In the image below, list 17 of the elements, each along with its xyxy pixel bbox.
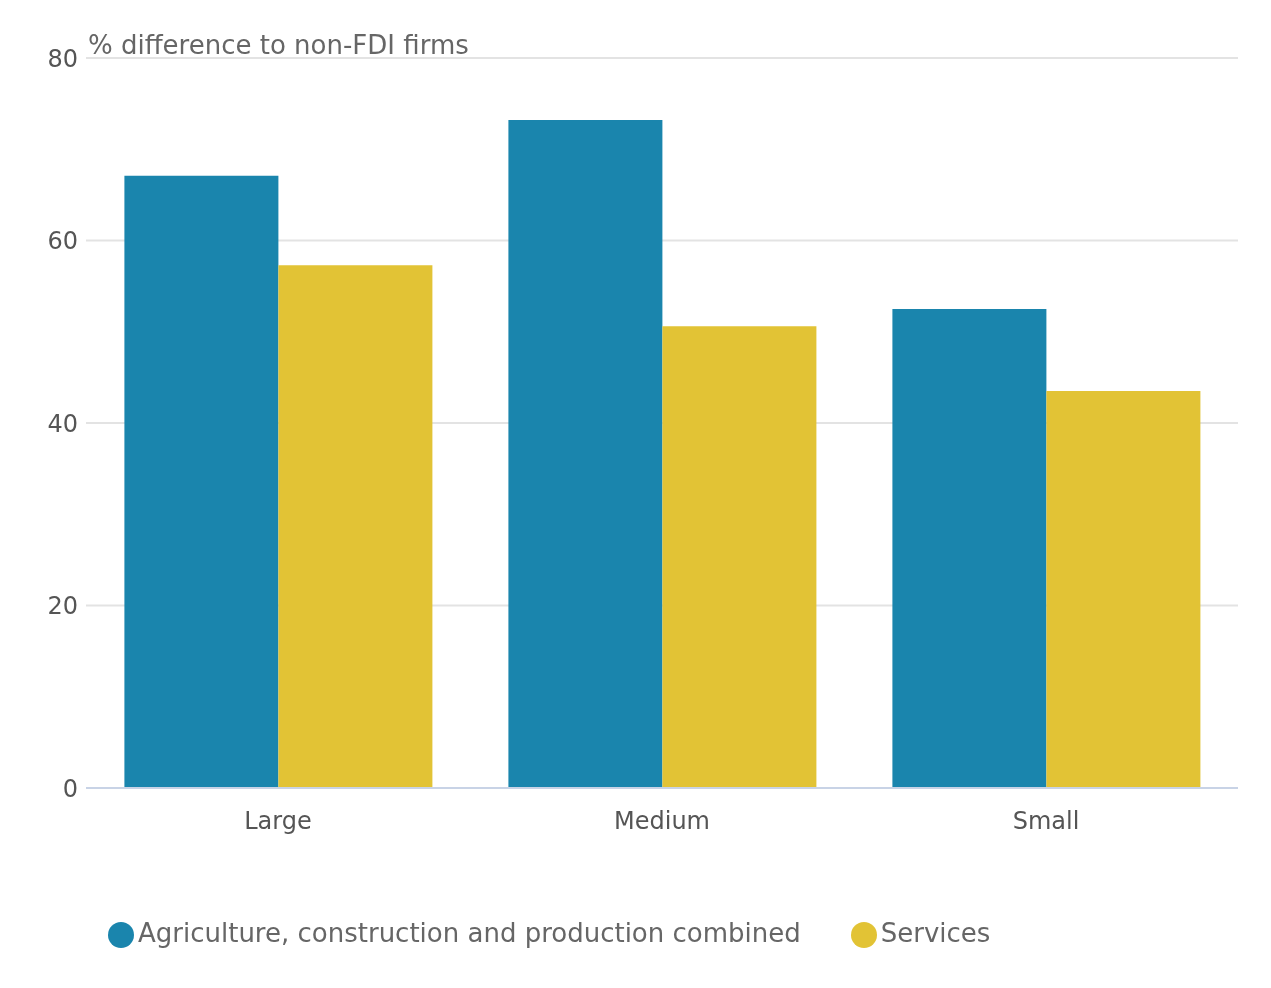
y-tick-label: 20 — [47, 592, 78, 621]
bar — [662, 326, 817, 788]
y-tick-label: 80 — [47, 44, 78, 73]
x-tick-label: Small — [1012, 807, 1080, 836]
x-tick-label: Medium — [614, 807, 710, 836]
y-axis-title: % difference to non-FDI firms — [88, 30, 469, 60]
bar — [124, 175, 279, 788]
x-tick-label: Large — [244, 807, 312, 836]
bar — [892, 308, 1047, 788]
bar — [508, 120, 663, 788]
bar — [278, 265, 433, 788]
legend-label: Services — [880, 918, 991, 948]
y-tick-label: 40 — [47, 409, 78, 438]
bar — [1046, 391, 1201, 788]
y-tick-label: 0 — [62, 774, 78, 803]
y-tick-label: 60 — [47, 227, 78, 256]
legend-label: Agriculture, construction and production combined — [138, 918, 801, 948]
